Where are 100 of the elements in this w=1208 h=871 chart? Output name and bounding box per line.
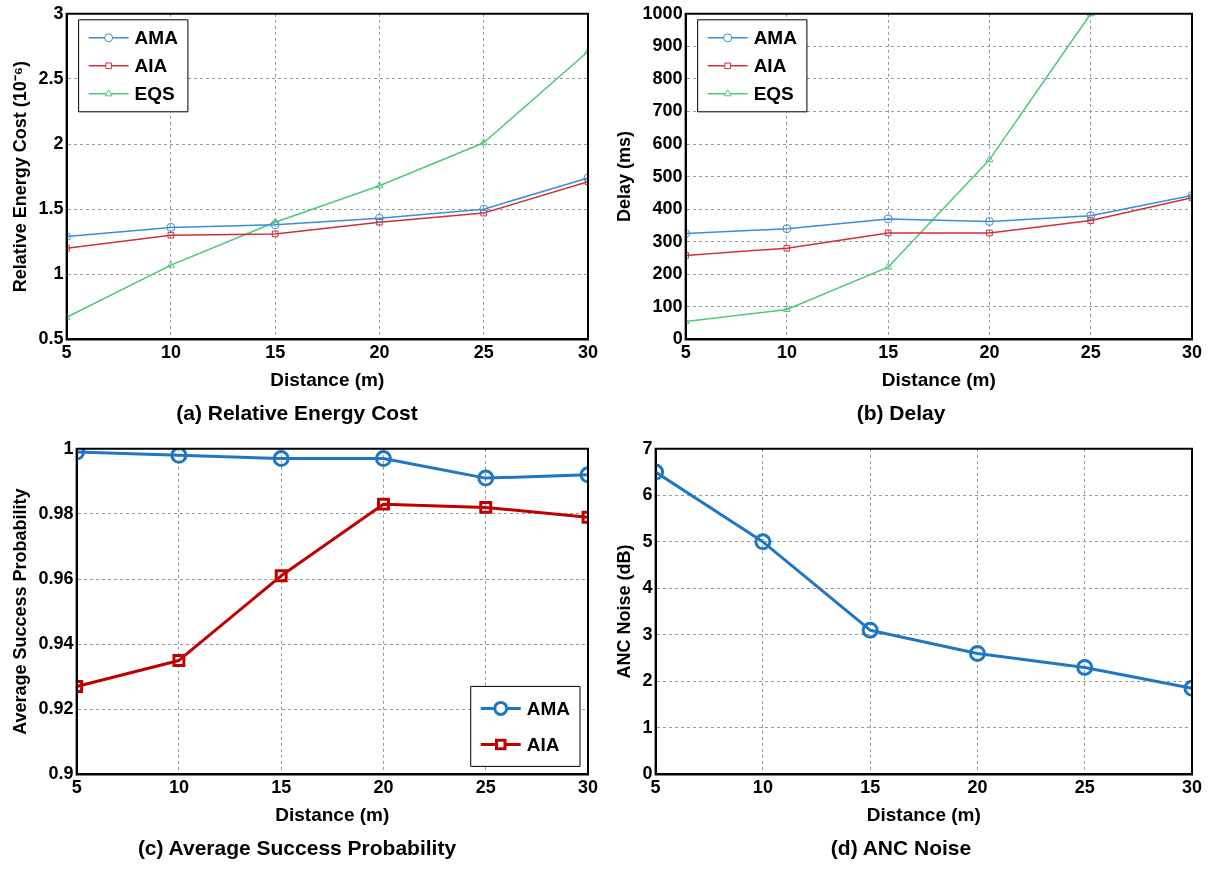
- x-tick-label: 30: [577, 777, 599, 798]
- point: [479, 204, 489, 214]
- y-tick-label: 0.9: [48, 763, 74, 784]
- y-axis-title: ANC Noise (dB): [613, 544, 634, 679]
- x-tick-label: 30: [577, 342, 599, 363]
- point: [985, 155, 994, 163]
- point: [374, 450, 392, 468]
- point: [166, 222, 176, 232]
- y-tick-label: 1.5: [38, 198, 64, 219]
- legend-label: AIA: [526, 733, 560, 755]
- x-tick-label: 25: [1080, 342, 1101, 363]
- x-tick-label: 15: [860, 777, 881, 798]
- legend-label: EQS: [134, 83, 175, 105]
- y-tick-label: 0.98: [38, 502, 74, 523]
- x-tick-label: 10: [752, 777, 773, 798]
- point: [1087, 217, 1095, 224]
- x-tick-label: 20: [369, 342, 390, 363]
- point: [167, 231, 175, 239]
- y-tick-label: 700: [652, 100, 683, 121]
- point: [782, 304, 791, 312]
- y-axis-title: Delay (ms): [613, 131, 634, 223]
- y-axis-title: Average Success Probability: [9, 488, 30, 735]
- point: [783, 244, 791, 252]
- y-tick-label: 600: [652, 133, 683, 154]
- point: [172, 653, 186, 667]
- y-tick-label: 0.96: [38, 568, 74, 589]
- point: [782, 224, 792, 234]
- point: [375, 181, 384, 189]
- y-tick-label: 2: [53, 133, 64, 154]
- y-tick-label: 0.92: [38, 698, 74, 719]
- y-tick-label: 2.5: [38, 67, 64, 88]
- x-tick-label: 25: [473, 342, 494, 363]
- x-axis-title: Distance (m): [275, 803, 390, 825]
- text: (c) Average Success Probability: [137, 836, 457, 860]
- x-tick-label: 20: [979, 342, 1000, 363]
- point: [170, 448, 188, 464]
- y-tick-label: 300: [652, 230, 683, 251]
- y-tick-label: 0.94: [38, 633, 74, 654]
- point: [479, 138, 488, 146]
- x-tick-label: 25: [475, 777, 496, 798]
- point: [480, 209, 488, 217]
- y-tick-label: 2: [642, 670, 653, 691]
- text: (a) Relative Energy Cost: [176, 401, 418, 425]
- point: [270, 220, 280, 230]
- point: [861, 621, 879, 639]
- y-tick-label: 3: [642, 623, 653, 644]
- point: [968, 644, 986, 662]
- y-tick-label: 5: [642, 530, 653, 551]
- point: [272, 450, 290, 468]
- point: [884, 229, 892, 237]
- y-tick-label: 3: [53, 2, 64, 23]
- point: [166, 260, 175, 268]
- x-tick-label: 25: [1074, 777, 1095, 798]
- legend-label: AMA: [526, 697, 571, 719]
- text: (b) Delay: [856, 401, 946, 425]
- legend-label: AMA: [134, 27, 179, 49]
- point: [271, 230, 279, 238]
- point: [984, 217, 994, 227]
- x-tick-label: 30: [1181, 342, 1203, 363]
- point: [274, 569, 288, 583]
- point: [883, 214, 893, 224]
- y-tick-label: 100: [652, 295, 683, 316]
- x-tick-label: 15: [271, 777, 292, 798]
- point: [376, 218, 383, 226]
- x-tick-label: 10: [168, 777, 189, 798]
- y-tick-label: 900: [652, 35, 683, 56]
- legend-label: AMA: [753, 27, 798, 49]
- x-tick-label: 10: [776, 342, 797, 363]
- y-tick-label: 0: [672, 328, 683, 349]
- point: [1086, 211, 1096, 221]
- x-tick-label: 20: [967, 777, 988, 798]
- x-axis-title: Distance (m): [270, 368, 385, 390]
- y-tick-label: 500: [652, 165, 683, 186]
- y-tick-label: 400: [652, 198, 683, 219]
- x-tick-label: 20: [373, 777, 394, 798]
- x-tick-label: 15: [878, 342, 899, 363]
- text: (d) ANC Noise: [830, 836, 972, 860]
- x-axis-title: Distance (m): [866, 803, 981, 825]
- point: [374, 213, 384, 223]
- y-tick-label: 200: [652, 263, 683, 284]
- x-axis-title: Distance (m): [881, 368, 996, 390]
- y-tick-label: 1: [63, 437, 74, 458]
- point: [986, 229, 993, 237]
- x-tick-label: 10: [160, 342, 181, 363]
- y-tick-label: 7: [642, 437, 653, 458]
- legend-label: EQS: [753, 83, 794, 105]
- y-axis-title: Relative Energy Cost (10⁻⁶): [9, 60, 30, 293]
- y-tick-label: 1: [642, 716, 653, 737]
- y-tick-label: 800: [652, 67, 683, 88]
- legend-label: AIA: [753, 55, 787, 77]
- y-tick-label: 6: [642, 484, 653, 505]
- x-tick-label: 15: [265, 342, 286, 363]
- point: [377, 497, 390, 511]
- point: [884, 262, 893, 270]
- y-tick-label: 1000: [642, 2, 683, 23]
- y-tick-label: 1: [53, 263, 64, 284]
- x-tick-label: 30: [1181, 777, 1203, 798]
- point: [271, 217, 280, 225]
- legend-label: AIA: [134, 55, 168, 77]
- y-tick-label: 4: [642, 577, 653, 598]
